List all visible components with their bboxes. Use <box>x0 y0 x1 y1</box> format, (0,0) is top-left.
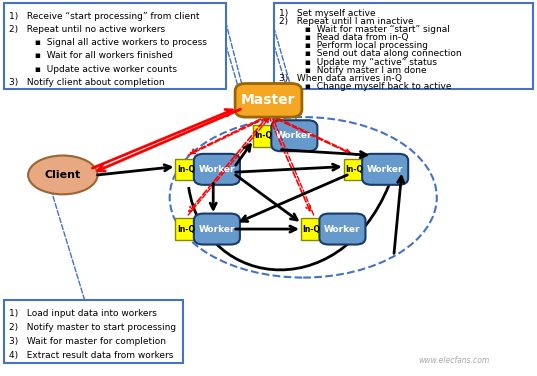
Text: Master: Master <box>241 93 296 107</box>
Text: 2)   Notify master to start processing: 2) Notify master to start processing <box>10 323 177 332</box>
Text: ▪  Read data from in-Q: ▪ Read data from in-Q <box>279 33 409 42</box>
FancyBboxPatch shape <box>194 214 240 244</box>
FancyBboxPatch shape <box>4 300 183 364</box>
Text: Client: Client <box>45 170 81 180</box>
Text: ▪  Wait for all workers finished: ▪ Wait for all workers finished <box>10 52 173 61</box>
Ellipse shape <box>28 156 98 194</box>
Text: ▪  Wait for master “start” signal: ▪ Wait for master “start” signal <box>279 25 450 34</box>
Text: ▪  Update my “active” status: ▪ Update my “active” status <box>279 58 437 67</box>
Text: In-Q: In-Q <box>255 131 273 140</box>
Text: Worker: Worker <box>276 131 313 140</box>
Text: 1)   Receive “start processing” from client: 1) Receive “start processing” from clien… <box>10 12 200 21</box>
Text: Worker: Worker <box>367 165 403 174</box>
Text: ▪  Signal all active workers to process: ▪ Signal all active workers to process <box>10 38 207 47</box>
Text: ▪  Notify master I am done: ▪ Notify master I am done <box>279 66 427 75</box>
Text: Worker: Worker <box>199 165 235 174</box>
FancyBboxPatch shape <box>274 3 533 89</box>
Text: ▪  Perform local processing: ▪ Perform local processing <box>279 41 428 50</box>
Text: In-Q: In-Q <box>303 224 321 233</box>
Text: 2)   Repeat until I am inactive: 2) Repeat until I am inactive <box>279 17 414 26</box>
Text: Worker: Worker <box>199 224 235 233</box>
Text: 4)   Extract result data from workers: 4) Extract result data from workers <box>10 352 174 361</box>
FancyBboxPatch shape <box>253 125 274 147</box>
FancyBboxPatch shape <box>301 218 323 240</box>
FancyBboxPatch shape <box>194 154 240 185</box>
Text: ▪  Change myself back to active: ▪ Change myself back to active <box>279 82 452 91</box>
Text: 3)   When data arrives in-Q: 3) When data arrives in-Q <box>279 74 402 83</box>
Text: In-Q: In-Q <box>345 165 364 174</box>
FancyBboxPatch shape <box>344 159 365 180</box>
Text: www.elecfans.com: www.elecfans.com <box>418 356 489 365</box>
Text: In-Q: In-Q <box>177 165 195 174</box>
Text: In-Q: In-Q <box>177 224 195 233</box>
Text: ▪  Update active worker counts: ▪ Update active worker counts <box>10 65 177 74</box>
Text: ▪  Send out data along connection: ▪ Send out data along connection <box>279 50 462 58</box>
FancyBboxPatch shape <box>362 154 408 185</box>
Text: Worker: Worker <box>324 224 361 233</box>
Text: 2)   Repeat until no active workers: 2) Repeat until no active workers <box>10 25 165 34</box>
FancyBboxPatch shape <box>4 3 226 89</box>
FancyBboxPatch shape <box>271 120 317 151</box>
FancyBboxPatch shape <box>320 214 366 244</box>
Text: 1)   Load input data into workers: 1) Load input data into workers <box>10 309 157 318</box>
FancyBboxPatch shape <box>175 159 197 180</box>
FancyBboxPatch shape <box>235 83 302 117</box>
Text: 3)   Notify client about completion: 3) Notify client about completion <box>10 78 165 87</box>
Text: 3)   Wait for master for completion: 3) Wait for master for completion <box>10 337 166 346</box>
Text: 1)   Set myself active: 1) Set myself active <box>279 9 376 18</box>
FancyBboxPatch shape <box>175 218 197 240</box>
